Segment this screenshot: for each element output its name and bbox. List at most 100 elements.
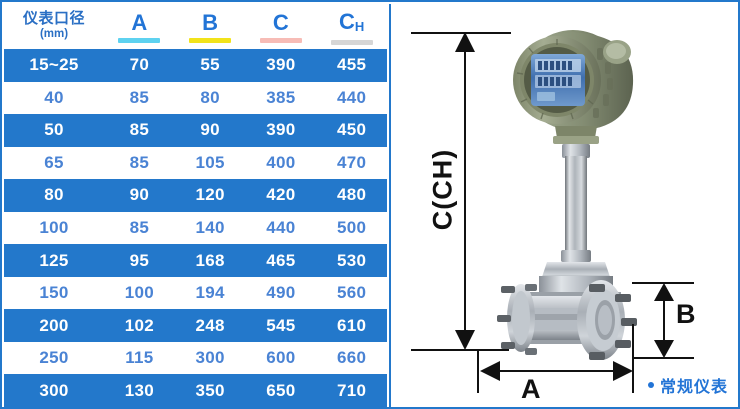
cell-c: 650 xyxy=(245,374,317,407)
dimension-a-line xyxy=(483,370,628,372)
cell-b: 105 xyxy=(174,146,246,180)
column-header-nominal-diameter-unit: (mm) xyxy=(39,28,69,40)
column-header-ch-sub: H xyxy=(354,18,365,34)
table-row: 50 85 90 390 450 xyxy=(4,114,387,147)
cell-ch: 610 xyxy=(316,309,387,342)
bullet-icon xyxy=(647,382,654,388)
column-header-b: B xyxy=(174,2,246,49)
cell-c: 600 xyxy=(245,341,317,375)
table-row: 40 85 80 385 440 xyxy=(4,81,387,115)
table-row: 150 100 194 490 560 xyxy=(4,276,387,310)
table-row: 300 130 350 650 710 xyxy=(4,374,387,407)
cell-dn: 200 xyxy=(4,309,104,342)
cell-c: 420 xyxy=(245,179,317,212)
cell-c: 440 xyxy=(245,211,317,245)
vortex-flowmeter-illustration xyxy=(497,30,637,360)
dimension-c-line xyxy=(464,38,466,344)
column-header-b-underline xyxy=(189,38,232,43)
cell-c: 400 xyxy=(245,146,317,180)
cell-dn: 150 xyxy=(4,276,104,310)
cell-ch: 455 xyxy=(316,49,387,82)
cell-a: 85 xyxy=(104,211,175,245)
cell-c: 545 xyxy=(245,309,317,342)
cell-a: 100 xyxy=(104,276,175,310)
cell-a: 115 xyxy=(104,341,175,375)
cell-ch: 480 xyxy=(316,179,387,212)
column-header-nominal-diameter-label: 仪表口径 xyxy=(22,10,85,27)
table-row: 15~25 70 55 390 455 xyxy=(4,49,387,82)
cell-a: 130 xyxy=(104,374,175,407)
cell-a: 95 xyxy=(104,244,175,277)
diagram-caption: 常规仪表 xyxy=(647,373,728,397)
cell-a: 102 xyxy=(104,309,175,342)
dimension-c-label: C(CH) xyxy=(427,148,458,231)
cell-dn: 15~25 xyxy=(4,49,104,82)
cell-ch: 530 xyxy=(316,244,387,277)
cell-dn: 80 xyxy=(4,179,104,212)
cell-c: 465 xyxy=(245,244,317,277)
column-header-nominal-diameter: 仪表口径 (mm) xyxy=(4,2,104,49)
dimension-b-bottom-extension-line xyxy=(632,357,694,359)
cell-dn: 65 xyxy=(4,146,104,180)
cell-b: 350 xyxy=(174,374,246,407)
table-row: 100 85 140 440 500 xyxy=(4,211,387,245)
cell-dn: 250 xyxy=(4,341,104,375)
riser-stem xyxy=(561,144,591,262)
cell-c: 490 xyxy=(245,276,317,310)
dimension-b-arrow-down-icon xyxy=(654,340,674,358)
table-row: 125 95 168 465 530 xyxy=(4,244,387,277)
dimension-a-arrow-left-icon xyxy=(480,361,500,381)
table-row: 80 90 120 420 480 xyxy=(4,179,387,212)
column-header-c-underline xyxy=(259,38,302,43)
cell-c: 390 xyxy=(245,114,317,147)
dimension-c-bottom-extension-line xyxy=(411,349,509,351)
cell-b: 120 xyxy=(174,179,246,212)
cell-c: 390 xyxy=(245,49,317,82)
column-header-a-label: A xyxy=(131,10,148,35)
cell-b: 300 xyxy=(174,341,246,375)
left-flange-bolts xyxy=(497,286,515,349)
cell-b: 168 xyxy=(174,244,246,277)
table-row: 250 115 300 600 660 xyxy=(4,341,387,375)
cell-dn: 300 xyxy=(4,374,104,407)
dimension-c-arrow-down-icon xyxy=(455,330,475,350)
table-header: 仪表口径 (mm) A B C xyxy=(4,2,387,49)
table-body: 15~25 70 55 390 455 40 85 80 385 440 50 85 90 390 450 6… xyxy=(4,49,387,407)
dimension-a-arrow-right-icon xyxy=(613,361,633,381)
dimension-c-arrow-up-icon xyxy=(455,32,475,52)
cell-ch: 560 xyxy=(316,276,387,310)
dimension-b-label: B xyxy=(676,299,696,329)
dimension-table: 仪表口径 (mm) A B C xyxy=(4,2,387,407)
lcd-display xyxy=(531,54,585,106)
cell-ch: 440 xyxy=(316,81,387,115)
column-header-a-underline xyxy=(118,38,161,43)
cell-a: 70 xyxy=(104,49,175,82)
dimension-a-label: A xyxy=(521,374,541,404)
column-header-ch-main: C xyxy=(338,8,355,34)
cell-b: 248 xyxy=(174,309,246,342)
table-row: 65 85 105 400 470 xyxy=(4,146,387,180)
dimension-b-arrow-up-icon xyxy=(654,283,674,301)
cell-ch: 660 xyxy=(316,341,387,375)
diagram-caption-text: 常规仪表 xyxy=(659,379,728,396)
housing-neck xyxy=(555,126,597,138)
cell-dn: 125 xyxy=(4,244,104,277)
cell-a: 85 xyxy=(104,114,175,147)
cell-dn: 50 xyxy=(4,114,104,147)
cell-ch: 500 xyxy=(316,211,387,245)
right-flange-bolts xyxy=(589,284,637,360)
dimension-a-left-extension-line xyxy=(477,349,479,393)
column-header-ch-label: CH xyxy=(339,10,364,36)
cell-b: 80 xyxy=(174,81,246,115)
cell-a: 90 xyxy=(104,179,175,212)
flowmeter-diagram: C(CH) A B 常规仪表 xyxy=(389,4,738,407)
cell-a: 85 xyxy=(104,146,175,180)
transmitter-housing xyxy=(513,30,634,144)
column-header-c-label: C xyxy=(272,10,289,35)
cell-ch: 450 xyxy=(316,114,387,147)
dimension-b-line xyxy=(663,288,665,354)
cell-b: 90 xyxy=(174,114,246,147)
cell-dn: 40 xyxy=(4,81,104,115)
column-header-b-label: B xyxy=(202,10,219,35)
